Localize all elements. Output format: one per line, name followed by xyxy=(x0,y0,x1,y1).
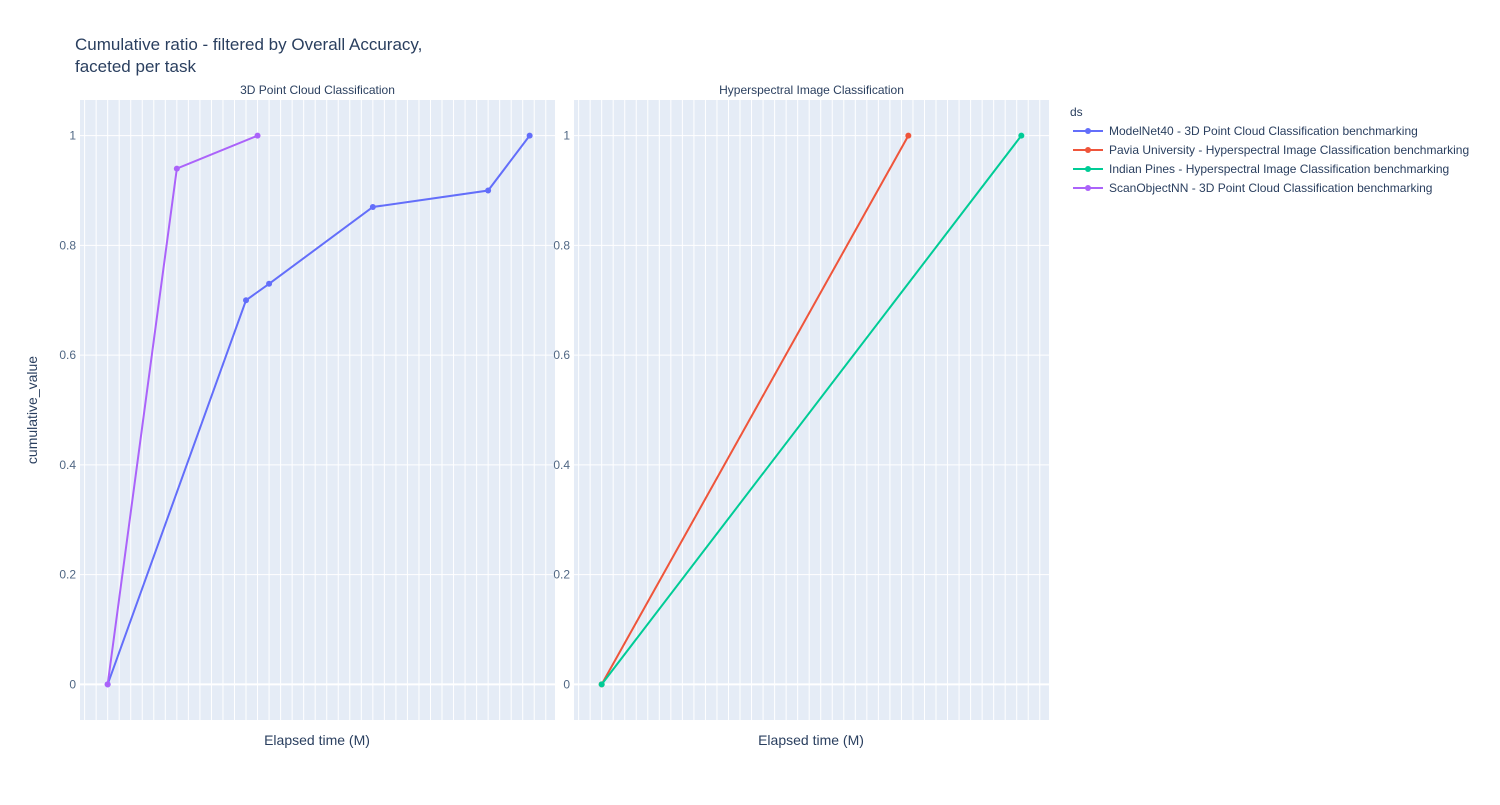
y-tick-label: 0.2 xyxy=(59,568,76,582)
y-tick-label: 0.4 xyxy=(553,458,570,472)
legend-label: Indian Pines - Hyperspectral Image Class… xyxy=(1109,162,1449,176)
series-line xyxy=(600,135,910,685)
facet-3d-point-cloud: 0 0.2 0.4 0.6 0.8 1 3D Point Cloud Classificat… xyxy=(59,83,555,720)
legend-item[interactable]: ScanObjectNN - 3D Point Cloud Classifica… xyxy=(1073,181,1432,195)
y-tick-label: 0.6 xyxy=(553,348,570,362)
data-point xyxy=(266,280,273,287)
legend-label: ModelNet40 - 3D Point Cloud Classificati… xyxy=(1109,124,1418,138)
y-tick-label: 0.8 xyxy=(59,238,76,252)
legend-label: Pavia University - Hyperspectral Image C… xyxy=(1109,143,1469,157)
facet-hyperspectral: 0 0.2 0.4 0.6 0.8 1 Hyperspectral Image Classi… xyxy=(553,83,1049,720)
series-line xyxy=(600,135,1023,685)
x-axis-title-left: Elapsed time (M) xyxy=(264,732,370,748)
legend-item[interactable]: Pavia University - Hyperspectral Image C… xyxy=(1073,143,1469,157)
y-tick-label: 1 xyxy=(69,129,76,143)
chart-title-line1: Cumulative ratio - filtered by Overall A… xyxy=(75,35,422,54)
chart-title-line2: faceted per task xyxy=(75,57,196,76)
y-axis-title: cumulative_value xyxy=(24,356,40,464)
plot-area xyxy=(80,100,555,720)
legend-swatch-marker xyxy=(1085,185,1091,191)
data-point xyxy=(243,297,250,304)
data-point xyxy=(254,132,261,139)
legend-item[interactable]: ModelNet40 - 3D Point Cloud Classificati… xyxy=(1073,124,1418,138)
x-axis-title-right: Elapsed time (M) xyxy=(758,732,864,748)
legend: ds ModelNet40 - 3D Point Cloud Classific… xyxy=(1070,105,1469,195)
data-point xyxy=(369,203,376,210)
data-point xyxy=(485,187,492,194)
y-tick-label: 0.8 xyxy=(553,238,570,252)
legend-label: ScanObjectNN - 3D Point Cloud Classifica… xyxy=(1109,181,1432,195)
y-tick-label: 0 xyxy=(69,677,76,691)
data-point xyxy=(173,165,180,172)
legend-swatch-marker xyxy=(1085,166,1091,172)
y-tick-label: 0.6 xyxy=(59,348,76,362)
y-tick-label: 0.4 xyxy=(59,458,76,472)
data-point xyxy=(526,132,533,139)
legend-swatch-marker xyxy=(1085,147,1091,153)
data-point xyxy=(1018,132,1025,139)
data-point xyxy=(905,132,912,139)
facet-title: Hyperspectral Image Classification xyxy=(719,83,904,97)
y-tick-label: 0 xyxy=(563,677,570,691)
series-line xyxy=(106,135,531,685)
facet-title: 3D Point Cloud Classification xyxy=(240,83,395,97)
y-tick-label: 0.2 xyxy=(553,568,570,582)
data-point xyxy=(598,681,605,688)
legend-swatch-marker xyxy=(1085,128,1091,134)
data-point xyxy=(104,681,111,688)
y-tick-label: 1 xyxy=(563,129,570,143)
legend-item[interactable]: Indian Pines - Hyperspectral Image Class… xyxy=(1073,162,1449,176)
legend-title: ds xyxy=(1070,105,1083,119)
